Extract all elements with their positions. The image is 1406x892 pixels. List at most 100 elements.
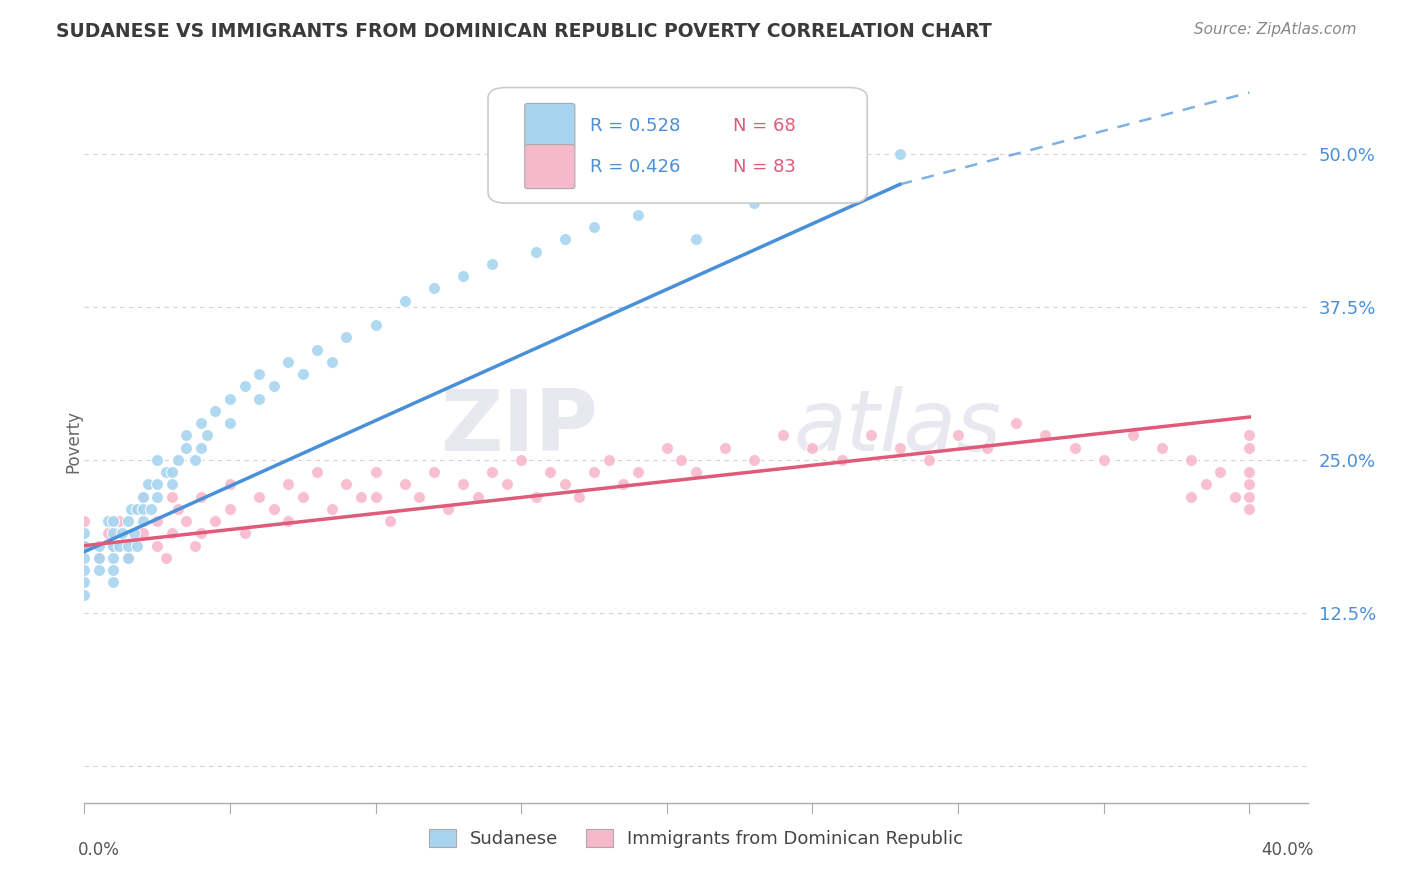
Point [120, 502, 142, 516]
Text: R = 0.528: R = 0.528 [589, 117, 681, 135]
Text: R = 0.426: R = 0.426 [589, 158, 681, 176]
Point [247, 392, 270, 406]
Point [772, 428, 794, 442]
Point [103, 526, 125, 541]
Point [801, 441, 824, 455]
Point [103, 575, 125, 590]
Point [714, 441, 737, 455]
Point [117, 550, 139, 565]
Point [138, 477, 160, 491]
Text: atlas: atlas [794, 385, 1002, 468]
Point [481, 465, 503, 479]
Point [146, 490, 169, 504]
Point [103, 539, 125, 553]
Point [277, 514, 299, 528]
Point [233, 526, 256, 541]
Point [1180, 490, 1202, 504]
Point [1239, 490, 1261, 504]
Point [166, 502, 188, 516]
Point [103, 514, 125, 528]
Point [627, 465, 650, 479]
Point [291, 367, 314, 381]
Point [815, 184, 838, 198]
Point [73, 514, 96, 528]
Point [538, 465, 561, 479]
Point [451, 269, 474, 284]
Point [1239, 428, 1261, 442]
Point [671, 453, 693, 467]
Point [742, 195, 765, 210]
Point [155, 465, 177, 479]
Point [1239, 477, 1261, 491]
Point [73, 563, 96, 577]
Point [685, 232, 707, 246]
Point [103, 539, 125, 553]
Point [1239, 465, 1261, 479]
Point [87, 550, 110, 565]
Legend: Sudanese, Immigrants from Dominican Republic: Sudanese, Immigrants from Dominican Repu… [422, 822, 970, 855]
Point [889, 146, 911, 161]
Point [87, 539, 110, 553]
Point [117, 539, 139, 553]
Point [889, 441, 911, 455]
Point [451, 477, 474, 491]
Point [1122, 428, 1144, 442]
FancyBboxPatch shape [524, 103, 575, 147]
Point [233, 379, 256, 393]
Point [103, 563, 125, 577]
FancyBboxPatch shape [524, 145, 575, 189]
Point [190, 416, 212, 430]
Point [350, 490, 373, 504]
Point [263, 379, 285, 393]
Point [184, 453, 207, 467]
Point [1150, 441, 1173, 455]
Point [247, 367, 270, 381]
Point [380, 514, 402, 528]
Point [131, 514, 153, 528]
Point [247, 490, 270, 504]
Point [174, 514, 197, 528]
Point [568, 490, 591, 504]
Point [335, 330, 357, 344]
Point [219, 502, 242, 516]
Point [195, 428, 218, 442]
Point [219, 477, 242, 491]
Point [1195, 477, 1218, 491]
Point [190, 490, 212, 504]
Point [831, 453, 853, 467]
Text: N = 83: N = 83 [733, 158, 796, 176]
Point [364, 465, 387, 479]
Point [146, 477, 169, 491]
Point [1063, 441, 1085, 455]
Text: ZIP: ZIP [440, 385, 598, 468]
Point [423, 465, 446, 479]
Point [111, 526, 134, 541]
Point [467, 490, 489, 504]
Point [612, 477, 634, 491]
Point [510, 453, 533, 467]
Point [73, 539, 96, 553]
Point [160, 526, 183, 541]
Point [190, 526, 212, 541]
Point [321, 502, 343, 516]
Point [685, 465, 707, 479]
Point [73, 539, 96, 553]
Point [125, 539, 148, 553]
Point [1209, 465, 1232, 479]
Point [131, 490, 153, 504]
Point [335, 477, 357, 491]
Point [524, 490, 547, 504]
Point [219, 392, 242, 406]
Point [131, 490, 153, 504]
Point [394, 293, 416, 308]
Point [408, 490, 430, 504]
Point [131, 526, 153, 541]
Point [364, 490, 387, 504]
Point [481, 257, 503, 271]
Point [976, 441, 998, 455]
Point [1239, 502, 1261, 516]
Point [160, 490, 183, 504]
Point [174, 428, 197, 442]
Point [73, 588, 96, 602]
Point [554, 477, 576, 491]
